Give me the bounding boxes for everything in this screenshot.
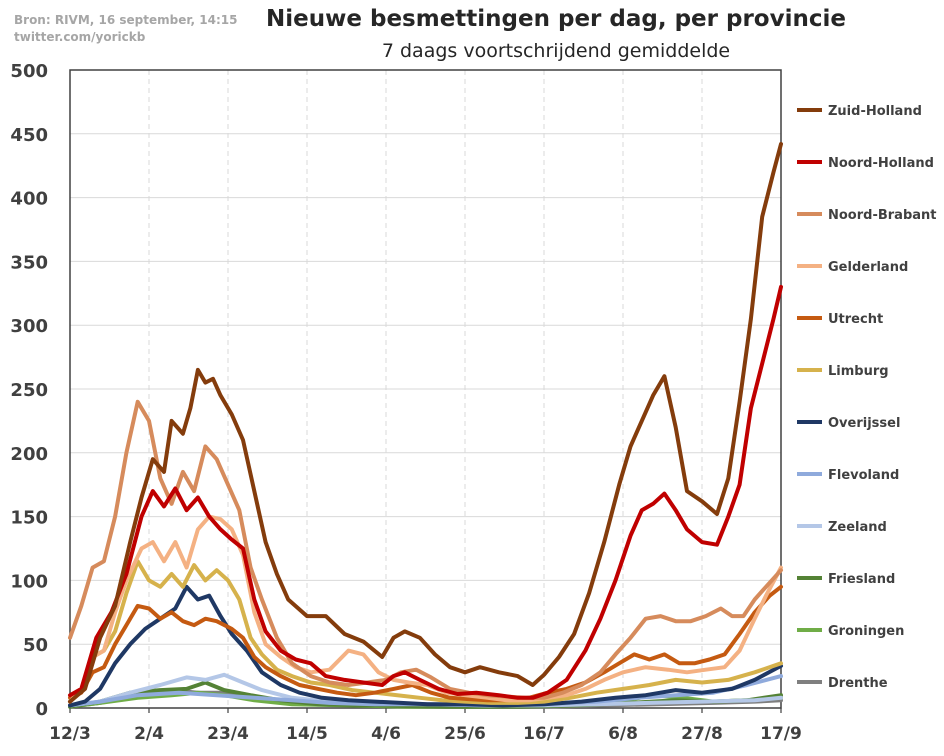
source-line-1: Bron: RIVM, 16 september, 14:15 <box>14 13 238 27</box>
legend-label-gelderland: Gelderland <box>828 260 908 275</box>
y-tick-label: 300 <box>10 316 48 337</box>
y-tick-label: 150 <box>10 508 48 529</box>
x-tick-label: 14/5 <box>286 724 328 744</box>
series-line-gelderland <box>68 514 783 704</box>
x-tick-label: 4/6 <box>371 724 401 744</box>
legend-label-noord-brabant: Noord-Brabant <box>828 208 937 223</box>
legend-label-friesland: Friesland <box>828 572 895 587</box>
x-tick-label: 23/4 <box>207 724 249 744</box>
x-tick-label: 17/9 <box>760 724 802 744</box>
x-tick-label: 6/8 <box>608 724 638 744</box>
source-note: Bron: RIVM, 16 september, 14:15 twitter.… <box>14 12 237 46</box>
y-tick-label: 350 <box>10 252 48 273</box>
x-tick-label: 12/3 <box>49 724 91 744</box>
series-line-noord-holland <box>68 284 783 700</box>
legend-label-flevoland: Flevoland <box>828 468 899 483</box>
y-tick-label: 400 <box>10 189 48 210</box>
y-tick-label: 450 <box>10 125 48 146</box>
x-axis-ticks: 12/3 2/4 23/4 14/5 4/6 25/6 16/7 6/8 27/8 17/9 <box>49 708 802 744</box>
legend-label-overijssel: Overijssel <box>828 416 900 431</box>
chart-title: Nieuwe besmettingen per dag, per provinc… <box>266 6 846 32</box>
x-tick-label: 16/7 <box>523 724 565 744</box>
grid-layer <box>70 70 781 708</box>
legend-label-groningen: Groningen <box>828 624 904 639</box>
legend-label-zuid-holland: Zuid-Holland <box>828 104 922 119</box>
y-tick-label: 100 <box>10 571 48 592</box>
legend: Zuid-Holland Noord-Holland Noord-Brabant Ge… <box>797 104 937 691</box>
legend-label-drenthe: Drenthe <box>828 676 888 691</box>
legend-label-utrecht: Utrecht <box>828 312 883 327</box>
y-axis-ticks: 0 50 100 150 200 250 300 350 400 450 500 <box>10 61 48 720</box>
y-tick-label: 50 <box>23 635 48 656</box>
x-tick-label: 2/4 <box>134 724 164 744</box>
series-line-zuid-holland <box>68 142 783 704</box>
y-tick-label: 200 <box>10 444 48 465</box>
source-line-2: twitter.com/yorickb <box>14 30 146 44</box>
chart-subtitle: 7 daags voortschrijdend gemiddelde <box>381 40 731 62</box>
x-tick-label: 27/8 <box>681 724 723 744</box>
legend-label-noord-holland: Noord-Holland <box>828 156 934 171</box>
x-tick-label: 25/6 <box>444 724 486 744</box>
y-tick-label: 500 <box>10 61 48 82</box>
series-line-overijssel <box>68 584 783 708</box>
series-layer <box>68 142 783 709</box>
series-line-limburg <box>68 559 783 705</box>
legend-label-limburg: Limburg <box>828 364 889 379</box>
y-tick-label: 0 <box>35 699 48 720</box>
legend-label-zeeland: Zeeland <box>828 520 887 535</box>
series-line-utrecht <box>68 584 783 703</box>
y-tick-label: 250 <box>10 380 48 401</box>
